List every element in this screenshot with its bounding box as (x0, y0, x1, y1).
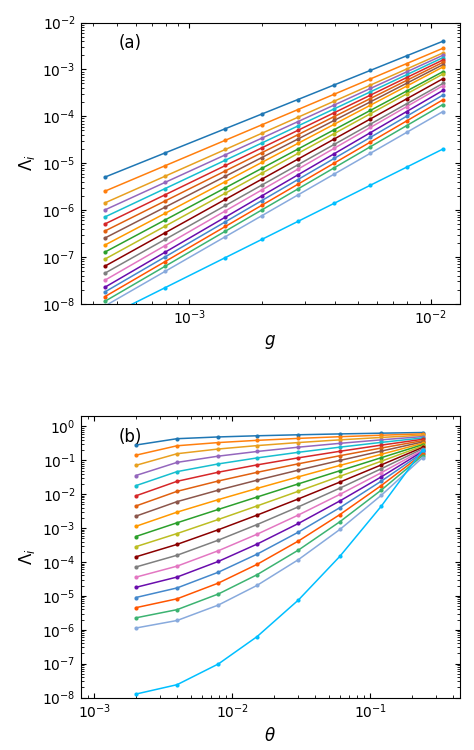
X-axis label: $g$: $g$ (264, 333, 276, 351)
Y-axis label: $\Lambda_i$: $\Lambda_i$ (17, 154, 36, 172)
Text: (b): (b) (118, 427, 142, 445)
Text: (a): (a) (118, 34, 142, 52)
X-axis label: $\theta$: $\theta$ (264, 727, 276, 745)
Y-axis label: $\Lambda_i$: $\Lambda_i$ (17, 548, 36, 566)
